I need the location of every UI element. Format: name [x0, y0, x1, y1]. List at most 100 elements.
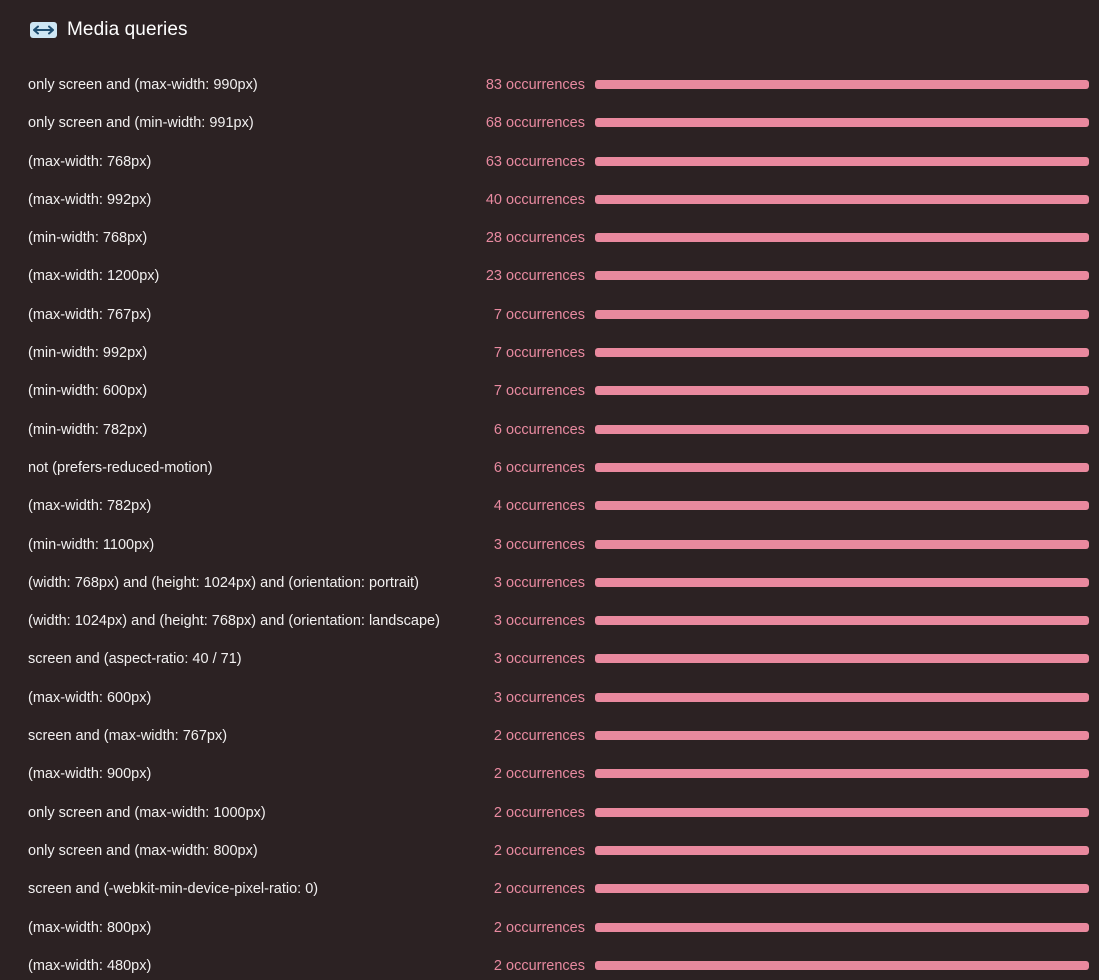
occurrence-bar-track — [595, 386, 1089, 396]
occurrence-count: 2 occurrences — [493, 957, 585, 974]
occurrence-bar-track — [595, 577, 1089, 587]
media-query-text: (max-width: 767px) — [28, 306, 152, 323]
occurrence-bar-track — [595, 462, 1089, 472]
media-query-text: (min-width: 992px) — [28, 345, 148, 362]
media-query-text: screen and (aspect-ratio: 40 / 71) — [28, 651, 242, 668]
media-query-row: (max-width: 768px) 63 occurrences — [0, 143, 1099, 181]
occurrence-count: 6 occurrences — [493, 421, 585, 438]
media-query-text: only screen and (max-width: 800px) — [28, 842, 258, 859]
media-query-row: screen and (max-width: 767px) 2 occurrenc… — [0, 717, 1099, 755]
occurrence-bar-track — [595, 194, 1089, 204]
occurrence-count: 2 occurrences — [493, 766, 585, 783]
occurrence-bar-track — [595, 309, 1089, 319]
occurrence-bar — [595, 845, 1089, 855]
media-query-text: (max-width: 782px) — [28, 498, 152, 515]
media-query-text: (max-width: 600px) — [28, 689, 152, 706]
occurrence-bar — [595, 118, 1089, 128]
occurrence-count: 63 occurrences — [485, 153, 585, 170]
occurrence-bar-track — [595, 922, 1089, 932]
media-query-text: (min-width: 1100px) — [28, 536, 155, 553]
media-query-row: (min-width: 768px) 28 occurrences — [0, 219, 1099, 257]
occurrence-bar — [595, 462, 1089, 472]
occurrence-bar — [595, 922, 1089, 932]
occurrence-bar — [595, 194, 1089, 204]
media-query-row: (width: 1024px) and (height: 768px) and … — [0, 602, 1099, 640]
occurrence-bar-track — [595, 845, 1089, 855]
occurrence-bar — [595, 424, 1089, 434]
media-query-text: (max-width: 768px) — [28, 153, 152, 170]
media-query-text: not (prefers-reduced-motion) — [28, 459, 213, 476]
occurrence-bar — [595, 348, 1089, 358]
occurrence-bar-track — [595, 731, 1089, 741]
occurrence-bar-track — [595, 424, 1089, 434]
occurrence-bar — [595, 731, 1089, 741]
occurrence-count: 23 occurrences — [485, 268, 585, 285]
media-query-text: screen and (-webkit-min-device-pixel-rat… — [28, 881, 319, 898]
occurrence-bar — [595, 692, 1089, 702]
occurrence-bar-track — [595, 884, 1089, 894]
occurrence-count: 7 occurrences — [493, 306, 585, 323]
media-query-row: (max-width: 600px) 3 occurrences — [0, 679, 1099, 717]
media-query-row: (max-width: 800px) 2 occurrences — [0, 909, 1099, 947]
occurrence-count: 2 occurrences — [493, 804, 585, 821]
media-query-row: not (prefers-reduced-motion) 6 occurrence… — [0, 449, 1099, 487]
occurrence-bar — [595, 156, 1089, 166]
media-query-text: only screen and (max-width: 1000px) — [28, 804, 266, 821]
occurrence-bar-track — [595, 807, 1089, 817]
occurrence-count: 2 occurrences — [493, 919, 585, 936]
occurrence-bar — [595, 271, 1089, 281]
media-query-list: only screen and (max-width: 990px) 83 occ… — [0, 66, 1099, 980]
occurrence-bar-track — [595, 539, 1089, 549]
occurrence-bar — [595, 616, 1089, 626]
media-query-text: only screen and (min-width: 991px) — [28, 115, 254, 132]
media-query-text: (min-width: 782px) — [28, 421, 148, 438]
occurrence-count: 2 occurrences — [493, 842, 585, 859]
media-query-text: (max-width: 1200px) — [28, 268, 160, 285]
occurrence-count: 68 occurrences — [485, 115, 585, 132]
media-query-row: (min-width: 1100px) 3 occurrences — [0, 526, 1099, 564]
media-query-row: (max-width: 992px) 40 occurrences — [0, 181, 1099, 219]
occurrence-bar-track — [595, 654, 1089, 664]
occurrence-count: 7 occurrences — [493, 383, 585, 400]
media-query-text: (max-width: 800px) — [28, 919, 152, 936]
occurrence-count: 2 occurrences — [493, 728, 585, 745]
media-query-row: (min-width: 992px) 7 occurrences — [0, 334, 1099, 372]
occurrence-bar — [595, 539, 1089, 549]
media-query-text: (width: 1024px) and (height: 768px) and … — [28, 613, 440, 630]
occurrence-bar-track — [595, 348, 1089, 358]
occurrence-bar — [595, 654, 1089, 664]
occurrence-bar-track — [595, 616, 1089, 626]
occurrence-bar-track — [595, 271, 1089, 281]
occurrence-count: 4 occurrences — [493, 498, 585, 515]
media-query-row: screen and (aspect-ratio: 40 / 71) 3 occu… — [0, 640, 1099, 678]
media-query-text: screen and (max-width: 767px) — [28, 728, 228, 745]
occurrence-bar-track — [595, 233, 1089, 243]
occurrence-count: 6 occurrences — [493, 459, 585, 476]
media-query-text: (max-width: 480px) — [28, 957, 152, 974]
occurrence-bar-track — [595, 156, 1089, 166]
media-query-text: (max-width: 900px) — [28, 766, 152, 783]
occurrence-bar-track — [595, 692, 1089, 702]
media-query-row: (max-width: 767px) 7 occurrences — [0, 296, 1099, 334]
media-query-text: (max-width: 992px) — [28, 191, 152, 208]
media-query-row: (min-width: 600px) 7 occurrences — [0, 372, 1099, 410]
media-query-text: (min-width: 768px) — [28, 230, 148, 247]
occurrence-count: 28 occurrences — [485, 230, 585, 247]
media-query-row: (min-width: 782px) 6 occurrences — [0, 411, 1099, 449]
occurrence-count: 3 occurrences — [493, 689, 585, 706]
occurrence-count: 40 occurrences — [485, 191, 585, 208]
occurrence-bar-track — [595, 769, 1089, 779]
occurrence-bar — [595, 769, 1089, 779]
occurrence-bar — [595, 960, 1089, 970]
media-query-row: screen and (-webkit-min-device-pixel-rat… — [0, 870, 1099, 908]
occurrence-count: 83 occurrences — [485, 77, 585, 93]
media-query-text: only screen and (max-width: 990px) — [28, 77, 258, 93]
occurrence-bar — [595, 233, 1089, 243]
occurrence-bar — [595, 501, 1089, 511]
occurrence-count: 7 occurrences — [493, 345, 585, 362]
occurrence-bar — [595, 577, 1089, 587]
media-query-text: (width: 768px) and (height: 1024px) and … — [28, 574, 419, 591]
media-query-row: only screen and (max-width: 1000px) 2 occ… — [0, 794, 1099, 832]
section-header: Media queries — [30, 16, 188, 44]
media-query-row: (max-width: 900px) 2 occurrences — [0, 755, 1099, 793]
